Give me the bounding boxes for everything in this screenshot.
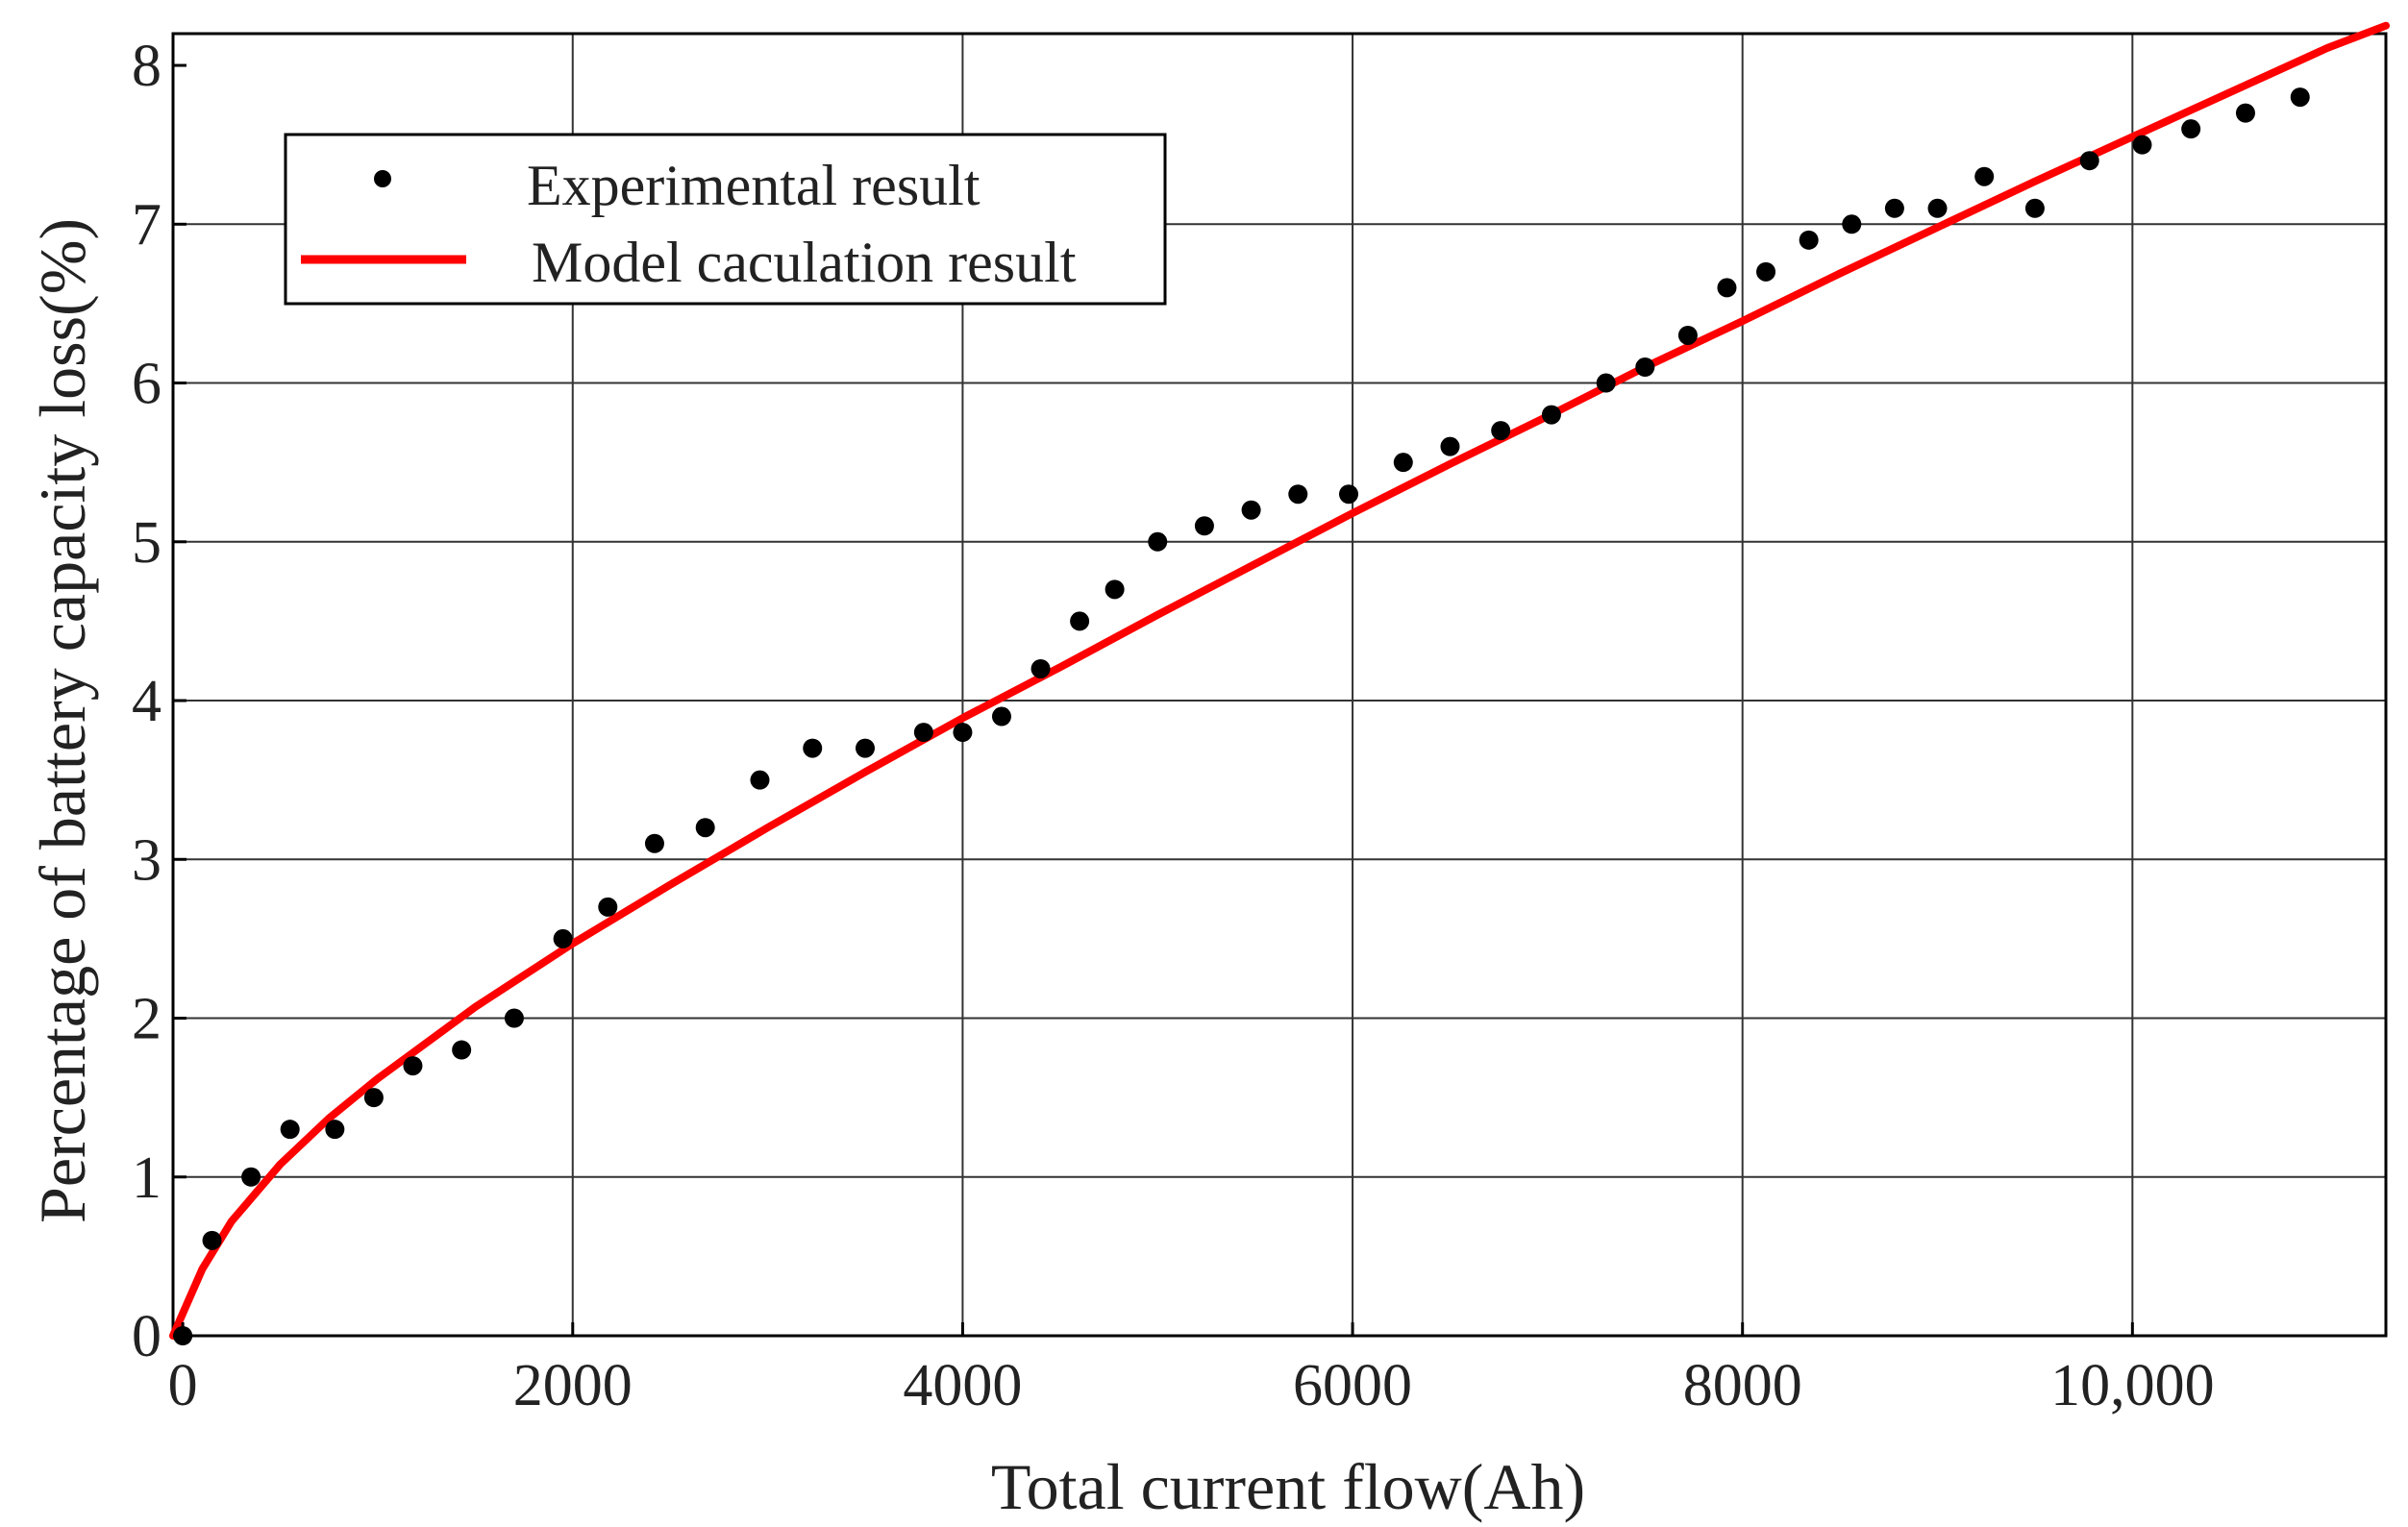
data-point bbox=[1756, 261, 1776, 282]
data-point bbox=[1541, 405, 1561, 425]
data-point bbox=[1339, 484, 1359, 505]
x-tick-label: 10,000 bbox=[2050, 1353, 2215, 1418]
data-point bbox=[750, 770, 770, 790]
data-point bbox=[953, 723, 973, 743]
data-point bbox=[2235, 103, 2255, 123]
data-point bbox=[325, 1120, 345, 1140]
data-point bbox=[1030, 658, 1051, 678]
data-point bbox=[403, 1056, 423, 1076]
legend: Experimental result Model caculation res… bbox=[284, 133, 1167, 306]
data-point bbox=[1440, 436, 1460, 456]
y-tick-label: 5 bbox=[132, 510, 161, 576]
data-point bbox=[1491, 421, 1511, 441]
x-tick-label: 6000 bbox=[1293, 1353, 1412, 1418]
data-point bbox=[913, 723, 933, 743]
data-point bbox=[1974, 166, 1995, 186]
y-tick-label: 8 bbox=[132, 34, 161, 99]
data-point bbox=[598, 897, 618, 917]
data-point bbox=[991, 706, 1011, 727]
data-point bbox=[1288, 484, 1308, 505]
data-point bbox=[280, 1120, 300, 1140]
data-point bbox=[241, 1167, 261, 1187]
data-point bbox=[1148, 531, 1168, 552]
data-point bbox=[363, 1088, 384, 1108]
data-point bbox=[1717, 278, 1737, 298]
y-tick-label: 0 bbox=[132, 1304, 161, 1369]
x-axis-title: Total current flow(Ah) bbox=[991, 1450, 1585, 1523]
legend-label-model: Model caculation result bbox=[532, 231, 1077, 294]
model-series bbox=[169, 21, 2390, 1340]
data-point bbox=[2181, 119, 2201, 139]
axis-ticks: 0 2000 4000 6000 8000 10,000 0 1 2 3 4 5 6 7 8 bbox=[132, 34, 2215, 1418]
data-point bbox=[1194, 516, 1214, 536]
y-tick-label: 2 bbox=[132, 987, 161, 1052]
data-point bbox=[1105, 579, 1125, 600]
data-point bbox=[856, 738, 876, 758]
y-tick-label: 6 bbox=[132, 352, 161, 417]
data-point bbox=[1241, 500, 1261, 520]
data-point bbox=[803, 738, 823, 758]
data-point bbox=[1884, 198, 1904, 218]
data-point bbox=[2132, 135, 2152, 155]
data-point bbox=[553, 928, 573, 948]
data-point bbox=[644, 833, 664, 853]
data-point bbox=[1927, 198, 1948, 218]
data-point bbox=[2079, 151, 2099, 171]
y-tick-label: 7 bbox=[132, 192, 161, 258]
data-point bbox=[1070, 611, 1090, 631]
y-axis-title: Percentage of battery capacity loss(%) bbox=[26, 218, 99, 1223]
data-point bbox=[1842, 214, 1862, 234]
data-point bbox=[1677, 325, 1698, 345]
y-tick-label: 3 bbox=[132, 827, 161, 893]
data-point bbox=[1393, 453, 1413, 473]
experimental-series bbox=[173, 87, 2310, 1345]
data-point bbox=[2290, 87, 2310, 108]
x-tick-label: 8000 bbox=[1683, 1353, 1802, 1418]
x-tick-label: 4000 bbox=[903, 1353, 1022, 1418]
data-point bbox=[1596, 373, 1616, 393]
y-tick-label: 1 bbox=[132, 1145, 161, 1211]
data-point bbox=[1635, 357, 1655, 378]
data-point bbox=[695, 818, 715, 838]
y-tick-label: 4 bbox=[132, 669, 161, 734]
data-point bbox=[504, 1008, 524, 1028]
legend-label-experimental: Experimental result bbox=[527, 154, 981, 217]
data-point bbox=[452, 1040, 472, 1060]
plot-frame bbox=[171, 32, 2388, 1338]
model-line bbox=[169, 21, 2390, 1340]
legend-marker-experimental bbox=[374, 170, 391, 187]
data-point bbox=[1799, 230, 1819, 250]
data-point bbox=[202, 1230, 222, 1250]
legend-box bbox=[284, 133, 1167, 306]
data-point bbox=[2024, 198, 2045, 218]
x-tick-label: 2000 bbox=[513, 1353, 633, 1418]
x-tick-label: 0 bbox=[168, 1353, 198, 1418]
